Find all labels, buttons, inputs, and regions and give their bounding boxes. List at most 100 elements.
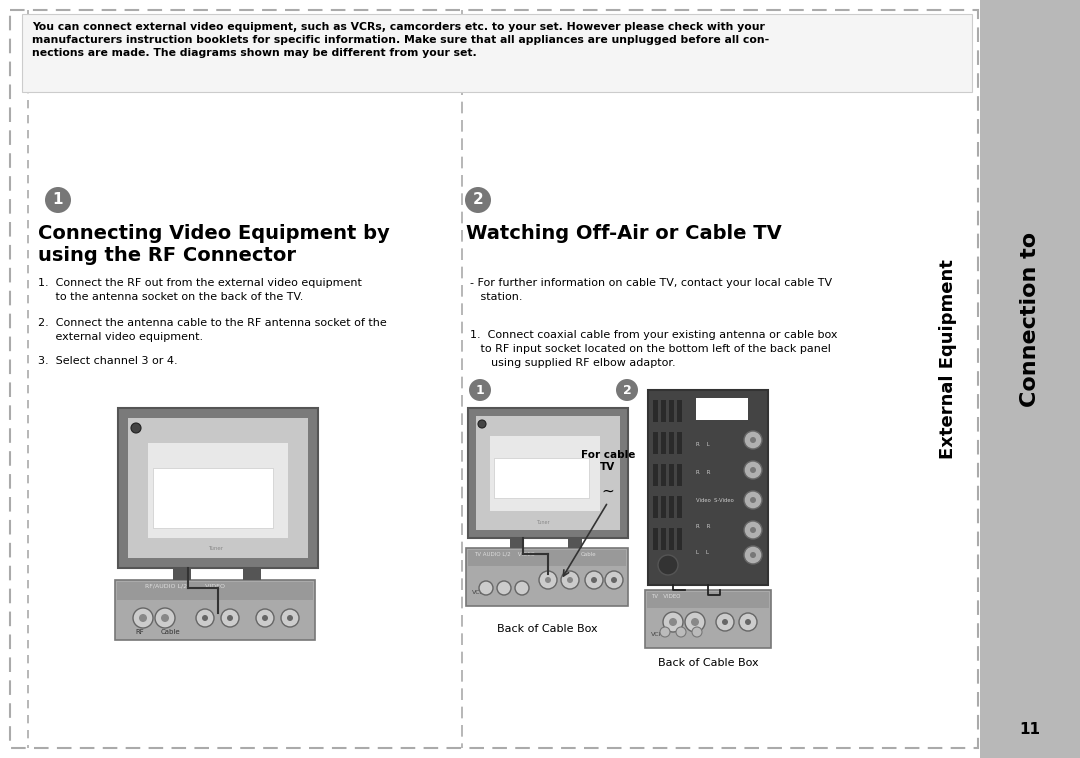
Text: 1: 1 [475, 384, 484, 396]
Bar [677, 432, 681, 454]
Text: 2: 2 [473, 193, 484, 208]
Circle shape [750, 437, 756, 443]
Circle shape [262, 615, 268, 621]
Bar [468, 550, 626, 566]
Bar [669, 528, 674, 550]
Text: 11: 11 [1020, 722, 1040, 738]
Text: 3.  Select channel 3 or 4.: 3. Select channel 3 or 4. [38, 356, 177, 366]
Text: Back of Cable Box: Back of Cable Box [658, 658, 758, 668]
Text: For cable
TV: For cable TV [581, 450, 635, 471]
Text: Cable: Cable [581, 552, 596, 556]
Text: R    R: R R [696, 525, 711, 530]
Bar [476, 416, 620, 530]
Bar [653, 528, 658, 550]
Circle shape [545, 577, 551, 583]
Circle shape [658, 555, 678, 575]
Bar [117, 582, 313, 600]
Text: Tuner: Tuner [208, 546, 222, 550]
Bar [10, 10, 978, 748]
Bar [118, 408, 318, 568]
Circle shape [691, 618, 699, 626]
Circle shape [585, 571, 603, 589]
Bar [669, 496, 674, 518]
Circle shape [131, 423, 141, 433]
Text: 2: 2 [623, 384, 632, 396]
Bar [648, 390, 768, 585]
Circle shape [716, 613, 734, 631]
Text: External Equipment: External Equipment [939, 259, 957, 459]
Circle shape [685, 612, 705, 632]
Bar [661, 528, 666, 550]
Text: 1.  Connect the RF out from the external video equipment
     to the antenna soc: 1. Connect the RF out from the external … [38, 278, 362, 302]
Bar [647, 592, 769, 608]
Circle shape [744, 521, 762, 539]
Text: RF/AUDIO L/2         VIDEO: RF/AUDIO L/2 VIDEO [145, 584, 225, 588]
Text: VCR: VCR [472, 590, 485, 594]
Circle shape [669, 618, 677, 626]
Bar [669, 464, 674, 486]
Bar [22, 14, 972, 92]
Circle shape [744, 491, 762, 509]
Bar [129, 418, 308, 558]
Text: TV   VIDEO: TV VIDEO [651, 594, 680, 599]
Text: Connection to: Connection to [1020, 231, 1040, 406]
Circle shape [478, 420, 486, 428]
Bar [661, 400, 666, 422]
Bar [653, 400, 658, 422]
Bar [568, 538, 582, 548]
Circle shape [744, 461, 762, 479]
Circle shape [139, 614, 147, 622]
Bar [661, 432, 666, 454]
Circle shape [465, 187, 491, 213]
Bar [677, 528, 681, 550]
Circle shape [750, 527, 756, 533]
Circle shape [133, 608, 153, 628]
Circle shape [227, 615, 233, 621]
Bar [653, 464, 658, 486]
Circle shape [723, 619, 728, 625]
Bar [490, 436, 600, 511]
Bar [468, 408, 627, 538]
Text: Video  S-Video: Video S-Video [696, 497, 733, 503]
Circle shape [561, 571, 579, 589]
Bar [510, 538, 524, 548]
Bar [677, 400, 681, 422]
Circle shape [202, 615, 208, 621]
Circle shape [616, 379, 638, 401]
Circle shape [45, 187, 71, 213]
Circle shape [539, 571, 557, 589]
Circle shape [480, 581, 492, 595]
Circle shape [745, 619, 751, 625]
Circle shape [567, 577, 573, 583]
Circle shape [739, 613, 757, 631]
Circle shape [660, 627, 670, 637]
Circle shape [744, 431, 762, 449]
Circle shape [750, 497, 756, 503]
Bar [645, 590, 771, 648]
Bar [653, 432, 658, 454]
Bar [677, 496, 681, 518]
Bar [696, 398, 748, 420]
Circle shape [195, 609, 214, 627]
Bar [148, 443, 288, 538]
Text: R    L: R L [696, 443, 710, 447]
Text: 2.  Connect the antenna cable to the RF antenna socket of the
     external vide: 2. Connect the antenna cable to the RF a… [38, 318, 387, 342]
Circle shape [281, 609, 299, 627]
Bar [677, 464, 681, 486]
Bar [243, 568, 261, 580]
Bar [661, 496, 666, 518]
Text: R    R: R R [696, 469, 711, 475]
Text: TV AUDIO L/2    VIDEO: TV AUDIO L/2 VIDEO [474, 552, 535, 556]
Text: Back of Cable Box: Back of Cable Box [497, 624, 597, 634]
Bar [114, 580, 315, 640]
Bar [669, 432, 674, 454]
Text: VCR: VCR [651, 631, 664, 637]
Bar [980, 0, 1080, 758]
Text: Watching Off-Air or Cable TV: Watching Off-Air or Cable TV [465, 224, 782, 243]
Text: using the RF Connector: using the RF Connector [38, 246, 296, 265]
Bar [173, 568, 191, 580]
Text: L    L: L L [696, 550, 708, 556]
Bar [661, 464, 666, 486]
Circle shape [750, 552, 756, 558]
Text: You can connect external video equipment, such as VCRs, camcorders etc. to your : You can connect external video equipment… [32, 22, 769, 58]
